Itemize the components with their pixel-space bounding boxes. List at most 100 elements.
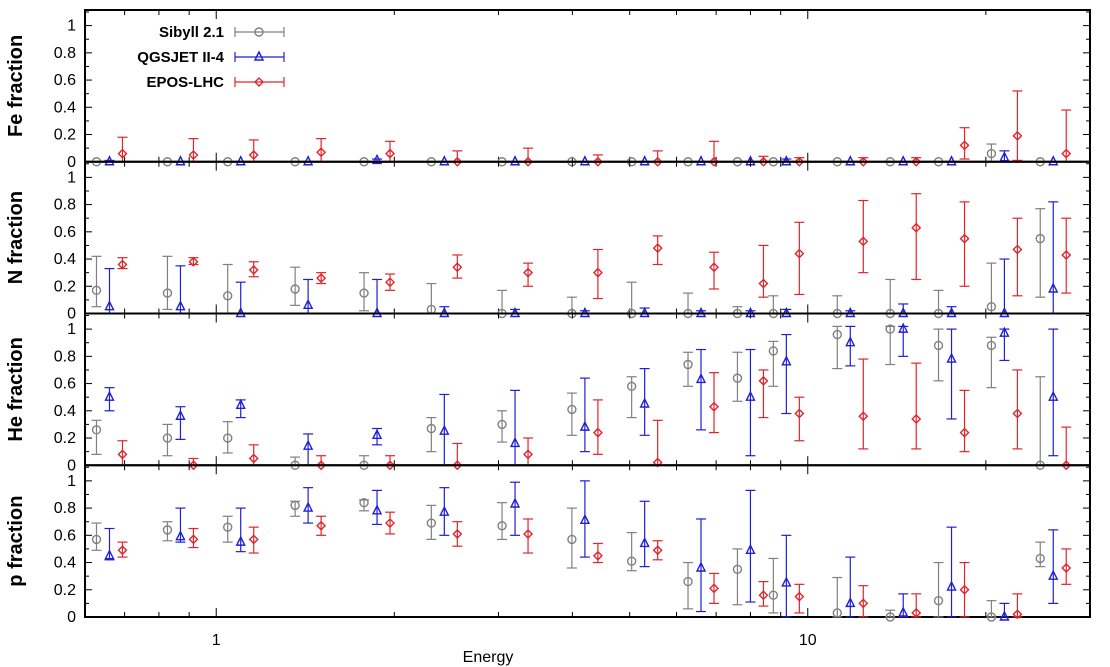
data-point	[652, 156, 663, 167]
y-axis-label: He fraction	[5, 337, 27, 441]
data-point	[248, 534, 259, 545]
data-point	[1048, 282, 1059, 293]
data-point	[523, 528, 534, 539]
data-point	[709, 583, 720, 594]
y-tick-label: 0.8	[54, 348, 76, 365]
data-point	[316, 273, 327, 284]
data-point	[683, 576, 693, 587]
data-point	[946, 580, 957, 591]
data-point	[695, 372, 707, 384]
data-point	[709, 262, 720, 273]
data-point	[316, 147, 327, 158]
data-point	[986, 301, 997, 312]
data-point	[626, 556, 637, 566]
data-point	[592, 427, 603, 438]
data-point	[794, 248, 805, 259]
series-sibyll-2-1	[91, 497, 1046, 622]
y-tick-label: 0	[67, 457, 76, 474]
y-axis-label: Fe fraction	[5, 35, 27, 137]
y-axis-label: N fraction	[5, 191, 27, 284]
data-point	[626, 381, 637, 391]
data-point	[1035, 233, 1045, 244]
y-tick-label: 1	[67, 321, 76, 338]
data-point	[235, 535, 246, 546]
data-point	[385, 460, 396, 471]
data-point	[999, 326, 1010, 337]
panel-frame	[84, 312, 1091, 467]
data-point	[188, 149, 199, 160]
legend-label: QGSJET II-4	[137, 49, 224, 66]
data-point	[290, 284, 300, 294]
data-point	[302, 439, 314, 450]
data-point	[175, 409, 186, 420]
data-point	[1012, 408, 1023, 419]
panel-frame	[84, 9, 1091, 163]
data-point	[794, 591, 805, 602]
data-point	[1012, 609, 1023, 620]
data-point	[509, 497, 521, 508]
data-point	[175, 300, 186, 311]
legend-marker	[254, 27, 264, 37]
data-point	[426, 423, 437, 434]
data-point	[794, 408, 805, 419]
data-point	[371, 153, 383, 165]
data-point	[745, 543, 756, 554]
data-point	[385, 277, 396, 288]
data-point	[104, 390, 115, 401]
y-tick-label: 0.6	[54, 527, 76, 544]
data-point	[452, 262, 463, 273]
x-tick-label: 1	[212, 632, 221, 649]
data-point	[523, 267, 534, 278]
data-point	[579, 420, 591, 431]
data-point	[709, 156, 720, 167]
data-point	[248, 453, 259, 464]
data-point	[371, 428, 383, 439]
data-point	[1061, 148, 1072, 159]
data-point	[709, 401, 720, 412]
data-point	[104, 549, 115, 560]
data-point	[117, 449, 128, 460]
series-sibyll-2-1	[91, 324, 1046, 470]
data-point	[162, 525, 173, 535]
data-point	[359, 288, 369, 298]
data-point	[188, 534, 199, 545]
y-tick-label: 0.6	[54, 72, 76, 89]
data-point	[426, 518, 437, 528]
data-point	[898, 322, 909, 333]
legend: Sibyll 2.1 QGSJET II-4 EPOS-LHC	[137, 24, 285, 91]
data-point	[1035, 553, 1045, 564]
y-tick-label: 0.4	[54, 251, 76, 268]
series-epos-lhc	[117, 358, 1072, 471]
data-point	[579, 513, 591, 525]
data-point	[758, 156, 769, 167]
y-tick-label: 0.4	[54, 99, 76, 116]
data-point	[986, 148, 997, 159]
y-tick-label: 0	[67, 306, 76, 323]
data-point	[898, 606, 909, 617]
y-tick-label: 1	[67, 473, 76, 490]
series-epos-lhc	[117, 511, 1072, 620]
y-tick-label: 1	[67, 169, 76, 186]
data-point	[1061, 563, 1072, 573]
y-tick-label: 0.6	[54, 376, 76, 393]
data-point	[911, 413, 922, 424]
data-point	[845, 336, 856, 347]
data-point	[832, 329, 842, 340]
data-point	[652, 457, 663, 468]
data-point	[781, 355, 792, 366]
data-point	[117, 545, 128, 556]
x-tick-label: 10	[799, 632, 817, 649]
data-point	[223, 522, 233, 532]
data-point	[385, 518, 396, 529]
data-point	[523, 156, 534, 167]
data-point	[858, 156, 869, 167]
data-point	[523, 449, 534, 460]
data-point	[758, 590, 769, 601]
data-point	[946, 352, 957, 363]
series-qgsjet-ii-4	[104, 201, 1059, 318]
data-point	[1012, 244, 1023, 255]
data-point	[497, 521, 507, 531]
data-point	[385, 148, 396, 159]
data-point	[162, 288, 173, 298]
